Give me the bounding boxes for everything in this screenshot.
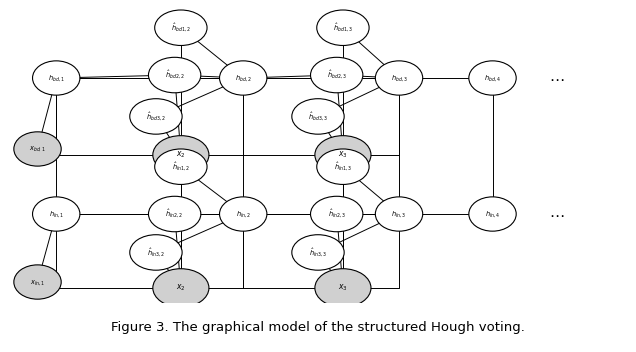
Text: $\hat{h}_{ln3,3}$: $\hat{h}_{ln3,3}$ xyxy=(309,246,327,259)
Ellipse shape xyxy=(153,136,209,174)
Text: $\hat{h}_{bd3,3}$: $\hat{h}_{bd3,3}$ xyxy=(308,110,328,122)
Text: $h_{ln,1}$: $h_{ln,1}$ xyxy=(48,209,64,219)
Ellipse shape xyxy=(14,132,61,166)
Text: $\hat{h}_{bd2,2}$: $\hat{h}_{bd2,2}$ xyxy=(165,69,184,81)
Ellipse shape xyxy=(14,265,61,299)
Ellipse shape xyxy=(317,10,369,45)
Ellipse shape xyxy=(292,235,344,270)
Text: $h_{bd,4}$: $h_{bd,4}$ xyxy=(484,73,501,83)
Ellipse shape xyxy=(32,197,80,231)
Ellipse shape xyxy=(469,61,516,95)
Ellipse shape xyxy=(130,99,182,134)
Text: $\hat{h}_{bd1,3}$: $\hat{h}_{bd1,3}$ xyxy=(333,21,353,34)
Ellipse shape xyxy=(153,269,209,307)
Ellipse shape xyxy=(155,10,207,45)
Text: $\hat{h}_{ln1,2}$: $\hat{h}_{ln1,2}$ xyxy=(172,161,190,173)
Text: $\hat{h}_{ln2,3}$: $\hat{h}_{ln2,3}$ xyxy=(328,208,346,220)
Text: $\hat{h}_{ln3,2}$: $\hat{h}_{ln3,2}$ xyxy=(147,246,165,259)
Text: $h_{ln,3}$: $h_{ln,3}$ xyxy=(391,209,406,219)
Text: $x_{bd,1}$: $x_{bd,1}$ xyxy=(29,144,46,153)
Text: $x_2$: $x_2$ xyxy=(176,150,186,160)
Ellipse shape xyxy=(310,196,363,232)
Ellipse shape xyxy=(315,136,371,174)
Text: $x_3$: $x_3$ xyxy=(338,283,348,293)
Text: Figure 3. The graphical model of the structured Hough voting.: Figure 3. The graphical model of the str… xyxy=(111,321,525,334)
Ellipse shape xyxy=(130,235,182,270)
Text: $x_2$: $x_2$ xyxy=(176,283,186,293)
Ellipse shape xyxy=(148,57,201,93)
Ellipse shape xyxy=(315,269,371,307)
Ellipse shape xyxy=(32,61,80,95)
Text: $\hat{h}_{ln2,2}$: $\hat{h}_{ln2,2}$ xyxy=(165,208,184,220)
Text: $h_{ln,2}$: $h_{ln,2}$ xyxy=(235,209,251,219)
Text: $\hat{h}_{bd2,3}$: $\hat{h}_{bd2,3}$ xyxy=(327,69,347,81)
Ellipse shape xyxy=(148,196,201,232)
Text: $h_{bd,3}$: $h_{bd,3}$ xyxy=(391,73,408,83)
Ellipse shape xyxy=(292,99,344,134)
Ellipse shape xyxy=(219,61,267,95)
Text: $x_3$: $x_3$ xyxy=(338,150,348,160)
Ellipse shape xyxy=(375,61,423,95)
Ellipse shape xyxy=(375,197,423,231)
Text: $x_{ln,1}$: $x_{ln,1}$ xyxy=(30,277,45,287)
Text: $h_{bd,2}$: $h_{bd,2}$ xyxy=(235,73,252,83)
Ellipse shape xyxy=(155,149,207,184)
Ellipse shape xyxy=(317,149,369,184)
Ellipse shape xyxy=(469,197,516,231)
Text: $h_{ln,4}$: $h_{ln,4}$ xyxy=(485,209,501,219)
Ellipse shape xyxy=(219,197,267,231)
Text: $h_{bd,1}$: $h_{bd,1}$ xyxy=(48,73,65,83)
Text: $\cdots$: $\cdots$ xyxy=(549,70,564,86)
Ellipse shape xyxy=(310,57,363,93)
Text: $\hat{h}_{bd1,2}$: $\hat{h}_{bd1,2}$ xyxy=(171,21,191,34)
Text: $\hat{h}_{bd3,2}$: $\hat{h}_{bd3,2}$ xyxy=(146,110,166,122)
Text: $\cdots$: $\cdots$ xyxy=(549,207,564,221)
Text: $\hat{h}_{ln1,3}$: $\hat{h}_{ln1,3}$ xyxy=(334,161,352,173)
